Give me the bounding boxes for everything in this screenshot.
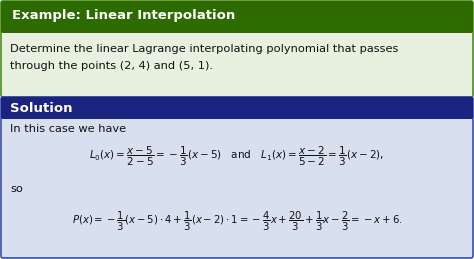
Text: so: so [10, 184, 23, 194]
FancyBboxPatch shape [1, 1, 473, 33]
FancyBboxPatch shape [1, 97, 473, 119]
FancyBboxPatch shape [1, 1, 473, 97]
Text: through the points (2, 4) and (5, 1).: through the points (2, 4) and (5, 1). [10, 61, 213, 71]
Text: Solution: Solution [10, 102, 73, 114]
Text: In this case we have: In this case we have [10, 124, 126, 134]
Text: $P(x) = -\dfrac{1}{3}(x-5)\cdot 4 + \dfrac{1}{3}(x-2)\cdot 1 = -\dfrac{4}{3}x + : $P(x) = -\dfrac{1}{3}(x-5)\cdot 4 + \dfr… [72, 210, 402, 233]
Text: Determine the linear Lagrange interpolating polynomial that passes: Determine the linear Lagrange interpolat… [10, 44, 398, 54]
Text: Example: Linear Interpolation: Example: Linear Interpolation [12, 10, 235, 23]
FancyBboxPatch shape [1, 97, 473, 258]
Bar [5, 108, 469, 117]
Bar [5, 17, 469, 31]
Text: $L_0(x) = \dfrac{x-5}{2-5} = -\dfrac{1}{3}(x-5)$$\quad\mathrm{and}\quad$$L_1(x) : $L_0(x) = \dfrac{x-5}{2-5} = -\dfrac{1}{… [90, 144, 384, 168]
